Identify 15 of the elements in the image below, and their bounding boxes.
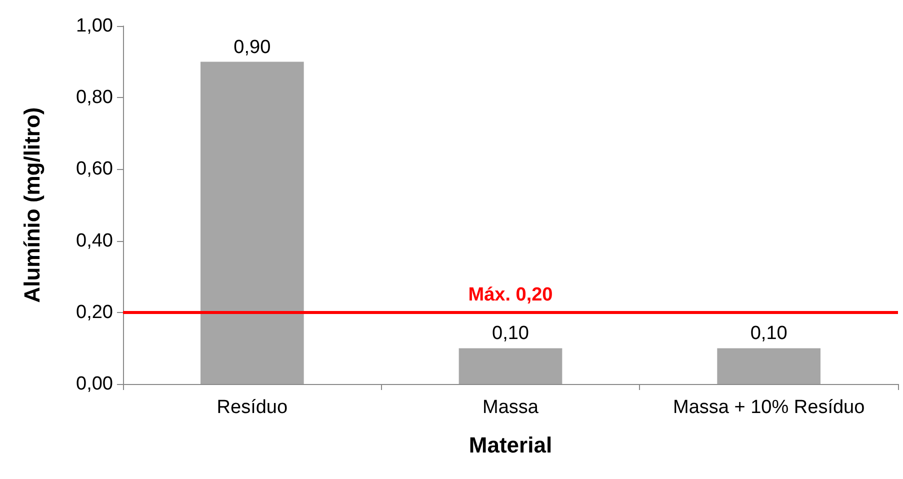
x-tick-label: Massa [482,397,539,418]
y-tick-label: 0,20 [76,302,113,323]
x-tick-label: Resíduo [216,397,288,418]
y-tick-label: 1,00 [76,16,113,36]
y-tick-label: 0,60 [76,158,113,180]
y-tick-label: 0,40 [76,230,113,252]
data-label: 0,90 [234,36,271,58]
x-axis-title: Material [468,432,552,458]
y-axis-title: Alumínio (mg/litro) [20,107,44,303]
y-tick-label: 0,80 [76,87,113,108]
ref-line-label: Máx. 0,20 [468,284,553,306]
data-label: 0,10 [750,323,788,344]
data-label: 0,10 [492,323,529,344]
x-tick-label: Massa + 10% Resíduo [672,397,865,418]
y-tick-label: 0,00 [76,374,113,394]
